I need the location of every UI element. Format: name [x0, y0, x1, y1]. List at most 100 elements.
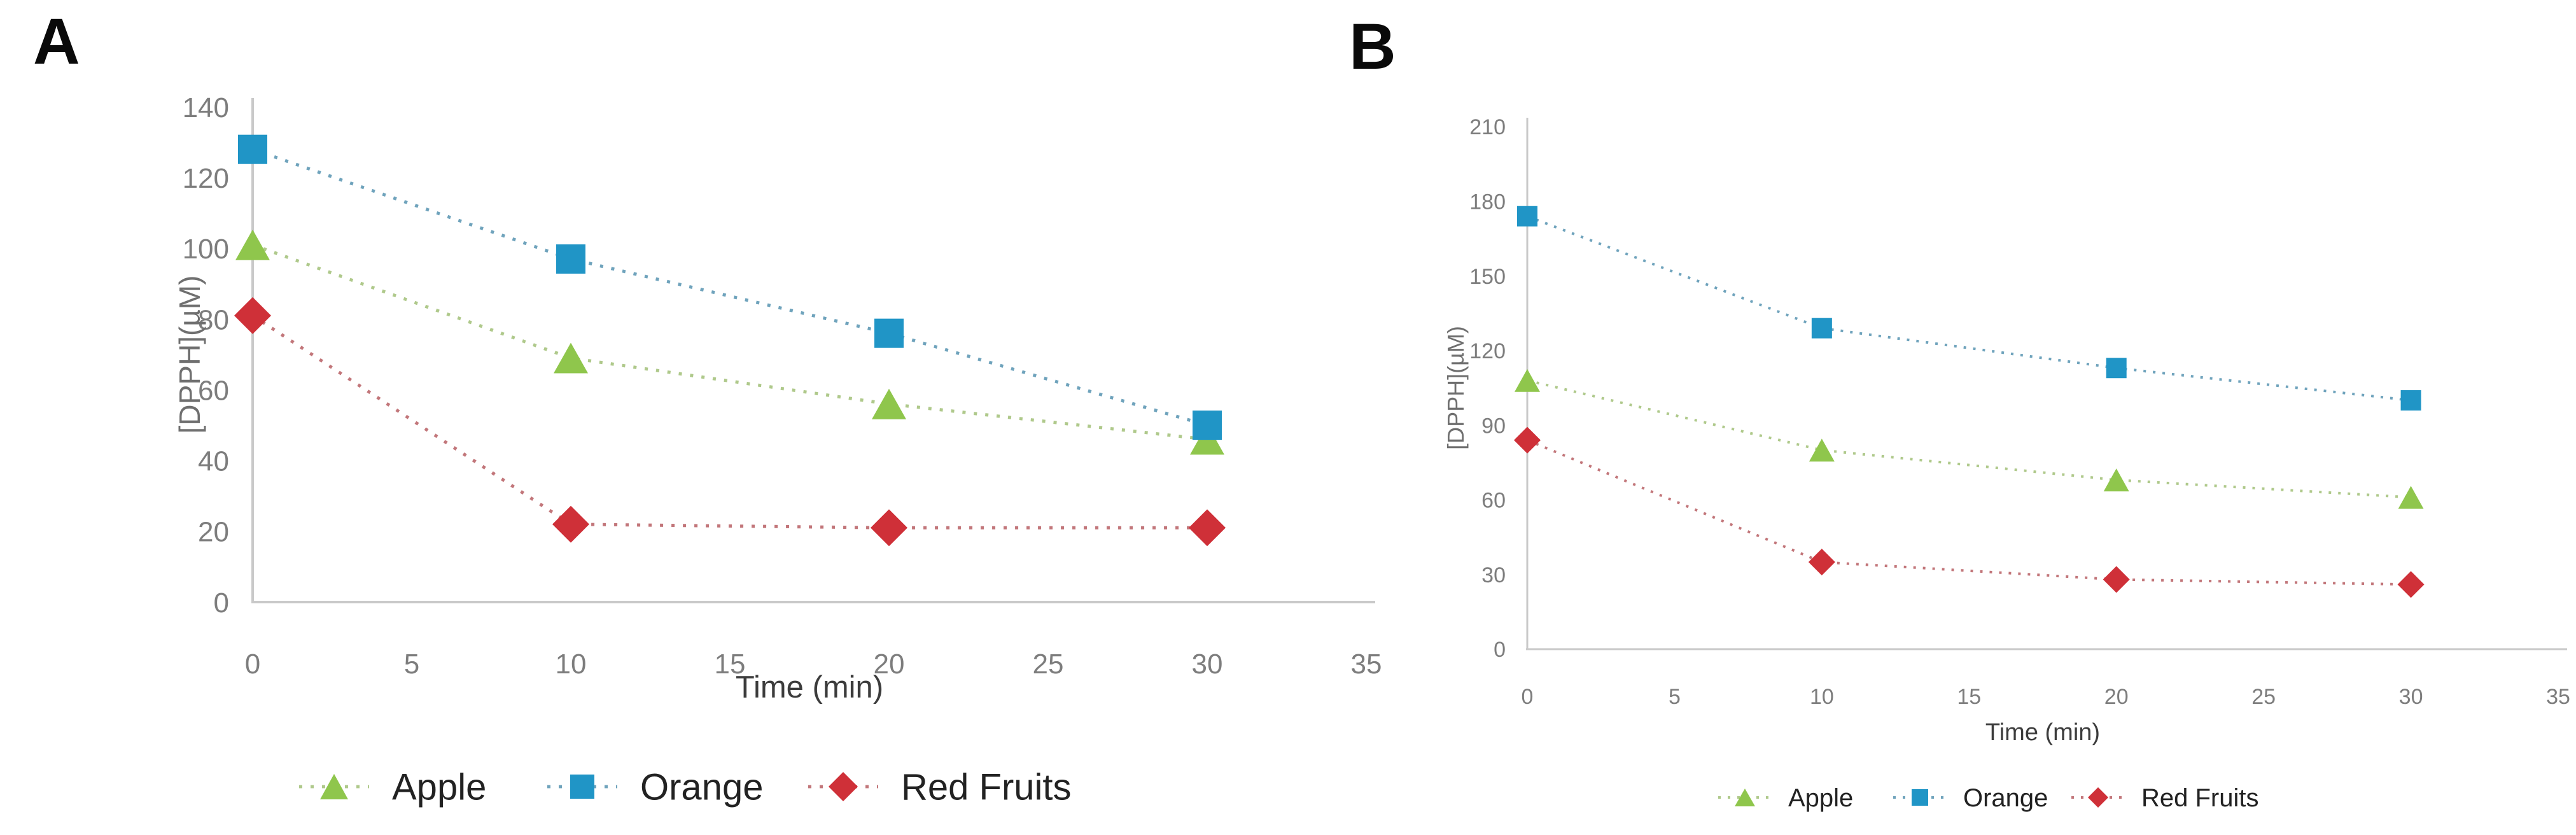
chart-b-apple-line	[1527, 379, 2411, 499]
chart-a-y-tick: 80	[198, 304, 229, 335]
chart-a-red-fruits-marker	[552, 505, 589, 543]
chart-b-x-tick: 5	[1669, 685, 1681, 709]
chart-b-x-tick: 30	[2399, 685, 2423, 709]
chart-a-orange-marker	[1193, 410, 1222, 440]
legend-red-fruits-label: Red Fruits	[2141, 784, 2259, 812]
legend-apple-marker-icon	[320, 774, 348, 799]
chart-a: 0 20 40 60 80 100 120 140 0 5 10 15 20 25 30 35 [DPPH](µ…	[173, 92, 1382, 808]
chart-b-x-tick: 15	[1957, 685, 1981, 709]
legend-orange-marker-icon	[570, 775, 594, 799]
chart-b-x-tick: 0	[1522, 685, 1534, 709]
chart-a-y-tick-labels: 0 20 40 60 80 100 120 140	[183, 92, 229, 619]
chart-a-x-tick: 20	[874, 649, 905, 680]
chart-a-x-tick: 15	[715, 649, 746, 680]
legend-item-orange: Orange	[1893, 784, 2048, 812]
chart-b-x-axis-title: Time (min)	[1985, 719, 2100, 746]
chart-b-x-tick: 25	[2251, 685, 2276, 709]
chart-a-axes	[251, 98, 1375, 603]
chart-a-y-tick: 120	[183, 163, 229, 194]
chart-b-y-tick: 120	[1469, 339, 1506, 363]
chart-b-series-apple	[1515, 368, 2424, 509]
chart-a-red-fruits-marker	[871, 509, 907, 547]
chart-b-red-fruits-marker	[2103, 566, 2130, 593]
chart-b: 0 30 60 90 120 150 180 210 0 5 10 15 20 25 30 35 [DPPH](…	[1443, 115, 2570, 812]
chart-a-x-tick: 35	[1351, 649, 1382, 680]
chart-b-y-axis-title: [DPPH](µM)	[1443, 326, 1469, 450]
chart-a-apple-line	[252, 243, 1208, 441]
chart-b-y-tick: 210	[1469, 115, 1506, 139]
chart-b-red-fruits-marker	[2397, 571, 2425, 598]
chart-a-red-fruits-marker	[1189, 509, 1226, 547]
chart-a-x-tick-labels: 0 5 10 15 20 25 30 35	[245, 649, 1382, 680]
chart-b-series-orange	[1517, 206, 2421, 411]
legend-orange-label: Orange	[1963, 784, 2048, 812]
chart-a-x-tick: 30	[1192, 649, 1223, 680]
chart-b-x-tick-labels: 0 5 10 15 20 25 30 35	[1522, 685, 2570, 709]
chart-a-x-tick: 0	[245, 649, 260, 680]
chart-a-x-tick: 10	[556, 649, 587, 680]
chart-b-axes	[1526, 118, 2567, 650]
chart-a-apple-marker	[235, 229, 270, 260]
chart-a-legend: Apple Orange Red Fruits	[299, 766, 1072, 808]
chart-b-apple-marker	[1515, 368, 1540, 392]
legend-apple-label: Apple	[1788, 784, 1853, 812]
legend-item-orange: Orange	[547, 766, 763, 808]
panel-b-label: B	[1349, 10, 1396, 83]
chart-b-red-fruits-marker	[1808, 549, 1835, 576]
chart-b-apple-marker	[1809, 439, 1835, 462]
chart-b-series-red-fruits	[1514, 426, 2425, 598]
chart-a-red-fruits-line	[251, 314, 1207, 530]
chart-a-apple-marker	[554, 342, 588, 374]
legend-apple-marker-icon	[1735, 789, 1755, 806]
chart-b-orange-marker	[1811, 318, 1832, 339]
chart-a-x-axis-title: Time (min)	[736, 670, 883, 705]
chart-a-y-tick: 100	[183, 234, 229, 265]
legend-orange-marker-icon	[1912, 789, 1928, 806]
legend-item-apple: Apple	[1718, 784, 1853, 812]
chart-b-y-tick: 0	[1494, 638, 1506, 662]
chart-a-x-tick: 25	[1033, 649, 1064, 680]
chart-a-y-tick: 60	[198, 375, 229, 406]
chart-b-y-tick: 150	[1469, 265, 1506, 289]
chart-b-apple-marker	[2103, 468, 2129, 492]
panel-a-label: A	[33, 5, 80, 78]
chart-a-series-orange	[238, 134, 1222, 440]
chart-a-y-tick: 140	[183, 92, 229, 123]
chart-b-red-fruits-marker	[1514, 426, 1541, 454]
chart-a-apple-marker	[872, 388, 906, 419]
legend-orange-label: Orange	[640, 766, 763, 808]
legend-item-red-fruits: Red Fruits	[2071, 784, 2259, 812]
chart-b-x-tick: 10	[1810, 685, 1834, 709]
chart-b-y-tick: 180	[1469, 190, 1506, 214]
chart-b-orange-marker	[1517, 206, 1537, 227]
chart-b-orange-marker	[2400, 390, 2421, 411]
chart-b-orange-line	[1527, 214, 2411, 402]
chart-a-series-red-fruits	[234, 297, 1226, 547]
chart-b-red-fruits-line	[1527, 439, 2411, 586]
legend-apple-label: Apple	[392, 766, 486, 808]
chart-b-legend: Apple Orange Red Fruits	[1718, 784, 2259, 812]
chart-b-y-tick-labels: 0 30 60 90 120 150 180 210	[1469, 115, 1506, 662]
chart-b-y-tick: 30	[1481, 563, 1506, 587]
chart-a-red-fruits-marker	[234, 297, 271, 334]
chart-a-y-tick: 20	[198, 517, 229, 548]
chart-a-series-apple	[235, 229, 1224, 455]
chart-a-orange-marker	[238, 134, 267, 164]
legend-item-red-fruits: Red Fruits	[808, 766, 1072, 808]
chart-a-y-axis-title: [DPPH](µM)	[173, 276, 206, 434]
chart-b-y-tick: 60	[1481, 489, 1506, 513]
chart-b-orange-marker	[2106, 358, 2127, 379]
chart-a-orange-marker	[556, 244, 585, 274]
legend-red-fruits-marker-icon	[829, 772, 858, 801]
chart-a-y-tick: 40	[198, 446, 229, 477]
chart-b-apple-marker	[2398, 486, 2424, 509]
chart-b-x-tick: 20	[2104, 685, 2129, 709]
legend-item-apple: Apple	[299, 766, 486, 808]
chart-a-orange-marker	[874, 318, 904, 348]
chart-b-x-tick: 35	[2546, 685, 2570, 709]
legend-red-fruits-label: Red Fruits	[901, 766, 1072, 808]
chart-b-y-tick: 90	[1481, 414, 1506, 438]
chart-a-y-tick: 0	[214, 587, 229, 619]
